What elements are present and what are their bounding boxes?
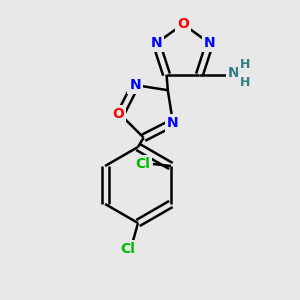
- Text: N: N: [151, 36, 162, 50]
- Text: Cl: Cl: [136, 157, 150, 171]
- Text: N: N: [167, 116, 179, 130]
- Text: N: N: [228, 66, 239, 80]
- Text: N: N: [204, 36, 215, 50]
- Text: H: H: [240, 76, 250, 89]
- Text: O: O: [112, 107, 124, 122]
- Text: Cl: Cl: [121, 242, 135, 256]
- Text: O: O: [177, 17, 189, 31]
- Text: H: H: [240, 58, 250, 71]
- Text: N: N: [130, 78, 141, 92]
